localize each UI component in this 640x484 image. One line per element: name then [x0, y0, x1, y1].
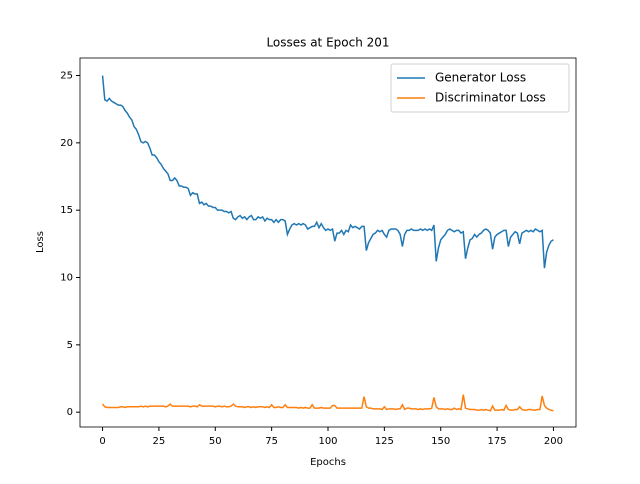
x-tick-label: 25 [153, 436, 166, 447]
y-axis-label: Loss [35, 231, 46, 253]
series-line [101, 75, 554, 269]
legend-box [390, 63, 570, 113]
series-line [101, 394, 554, 412]
x-tick-label: 150 [431, 436, 450, 447]
y-tick-label: 15 [60, 205, 73, 216]
x-tick-label: 175 [488, 436, 507, 447]
x-tick-label: 0 [99, 436, 105, 447]
y-tick-label: 5 [67, 340, 73, 351]
legend-label: Generator Loss [435, 71, 526, 85]
x-tick-label: 200 [544, 436, 563, 447]
y-tick-label: 20 [60, 138, 73, 149]
plot-frame [79, 57, 577, 428]
chart-title: Losses at Epoch 201 [266, 36, 389, 50]
legend-label: Discriminator Loss [435, 91, 546, 105]
x-axis-label: Epochs [310, 457, 346, 468]
y-tick-label: 0 [67, 407, 73, 418]
x-tick-label: 125 [375, 436, 394, 447]
x-tick-label: 75 [265, 436, 278, 447]
y-tick-label: 10 [60, 273, 73, 284]
x-tick-label: 50 [209, 436, 222, 447]
x-tick-label: 100 [318, 436, 337, 447]
y-tick-label: 25 [60, 71, 73, 82]
